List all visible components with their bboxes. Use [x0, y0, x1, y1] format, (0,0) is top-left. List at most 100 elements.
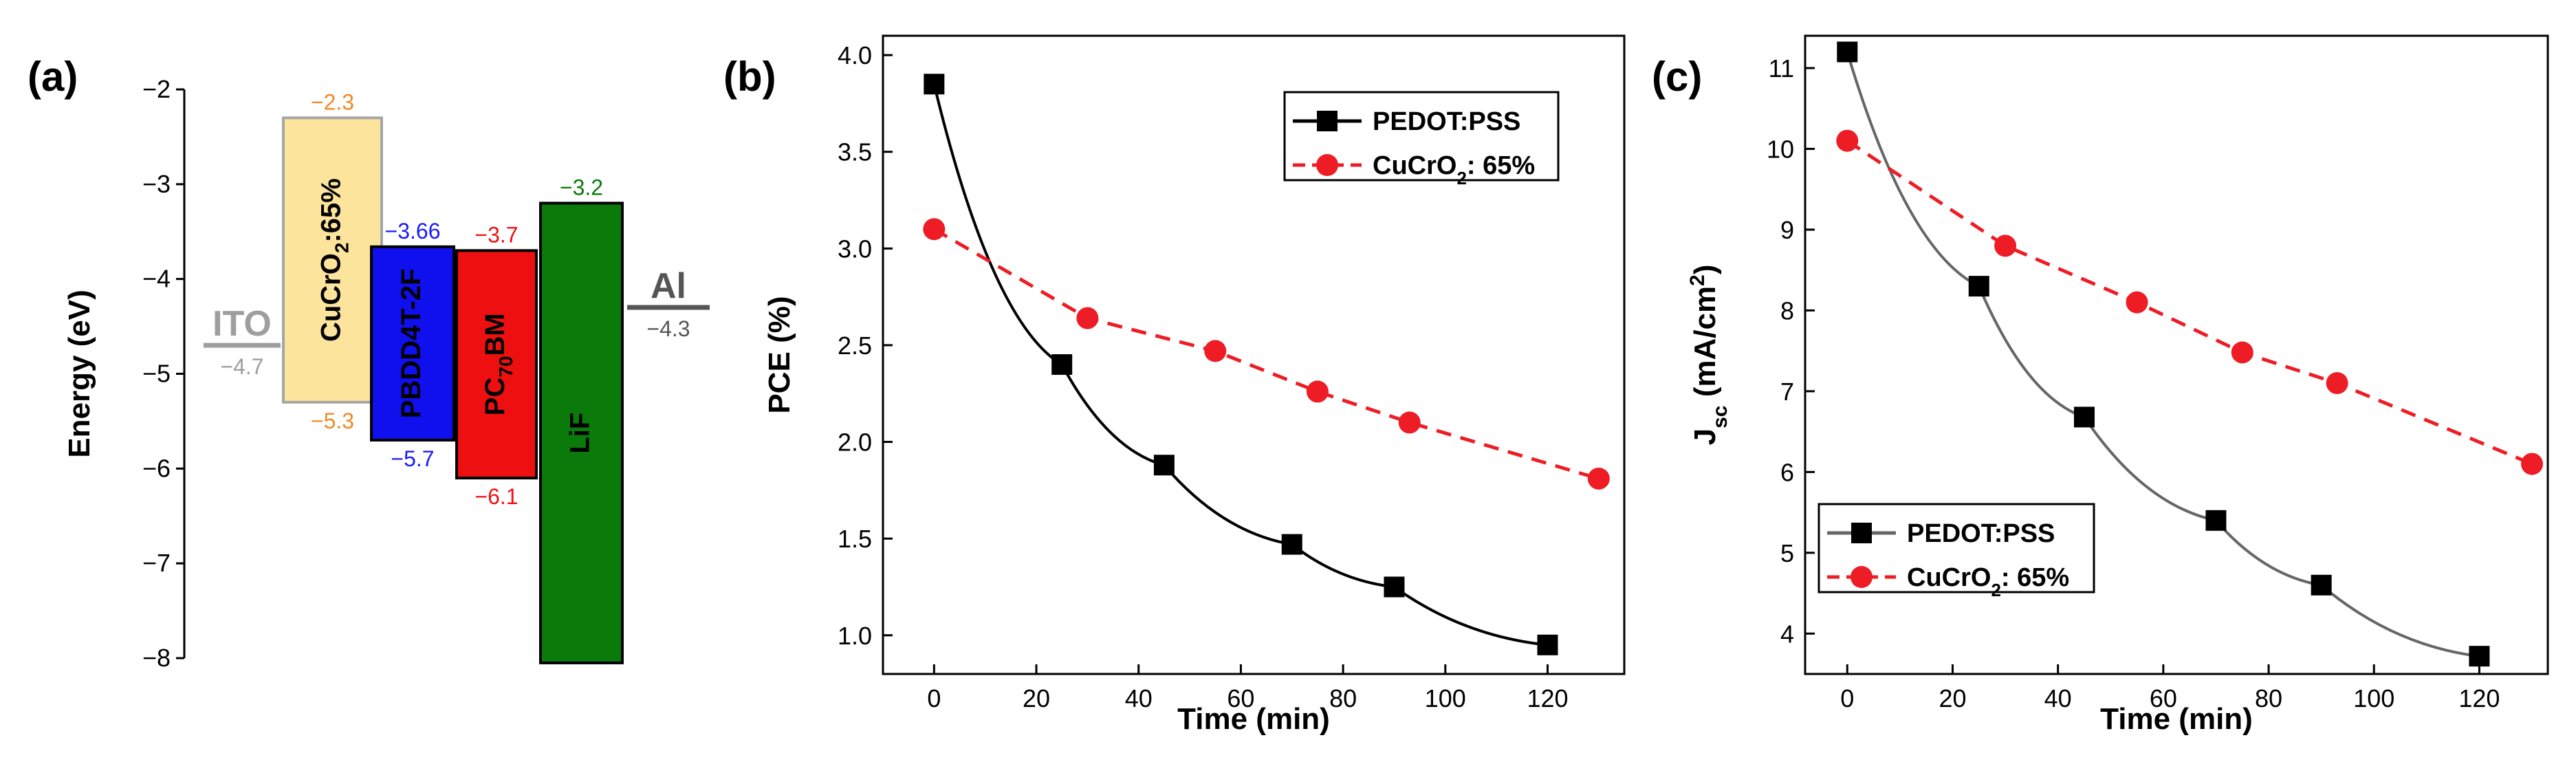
- y-tick-label: 3.5: [838, 138, 872, 166]
- data-point-square: [2073, 406, 2095, 428]
- y-tick-label: 5: [1780, 539, 1794, 567]
- data-point-circle: [1994, 235, 2017, 257]
- block-top-level: −2.3: [311, 89, 354, 114]
- block-rect: [455, 249, 538, 480]
- data-point-circle: [1587, 467, 1610, 490]
- y-tick-label: −5: [142, 360, 171, 388]
- block-cucro2-65-: CuCrO2:65% −2.3 −5.3: [282, 89, 383, 433]
- panel-label-b: (b): [723, 54, 776, 100]
- legend-marker-square: [1317, 111, 1338, 131]
- series-line: [932, 83, 1548, 646]
- panel-a-y-axis: −2 −3 −4 −5 −6 −7 −8: [142, 75, 186, 672]
- legend-label: PEDOT:PSS: [1373, 107, 1520, 136]
- data-point-square: [2205, 510, 2227, 531]
- legend-marker-square: [1851, 523, 1872, 543]
- block-bottom-level: −6.1: [474, 484, 518, 509]
- y-tick-label: 2.0: [838, 428, 872, 457]
- data-point-square: [1537, 634, 1558, 655]
- block-label: PBDD4T-2F: [396, 268, 426, 418]
- x-tick-label: 80: [1329, 684, 1357, 712]
- legend-entry: PEDOT:PSS: [1293, 107, 1520, 136]
- data-point-square: [1968, 276, 1989, 297]
- data-point-square: [1051, 354, 1073, 375]
- panel-b-pce-chart: (b) Time (min) PCE (%) 0 20 40 60 80 100 120 1.…: [723, 34, 1626, 736]
- electrode-ito: ITO −4.7: [204, 304, 281, 379]
- block-rect: [370, 245, 455, 442]
- data-point-circle: [1836, 129, 1859, 152]
- data-point-square: [2311, 574, 2332, 596]
- data-point-square: [1837, 41, 1858, 63]
- series-pedot-pss: [924, 74, 1558, 655]
- x-tick-label: 0: [927, 684, 941, 712]
- panel-c-jsc-chart: (c) Time (min) 0 20 40 60 80 100 120 4 5 6 7 8 9 10 11…: [1652, 34, 2549, 736]
- block-label-main: PC: [480, 378, 510, 416]
- legend-label: CuCrO2: 65%: [1907, 563, 2069, 600]
- data-point-circle: [1076, 307, 1099, 329]
- legend-label-sub: 2: [1456, 168, 1466, 188]
- legend-label-sub: 2: [1991, 580, 2000, 600]
- block-bottom-level: −5.7: [391, 446, 434, 471]
- legend-entry: PEDOT:PSS: [1827, 519, 2055, 548]
- data-point-square: [2469, 646, 2490, 667]
- electrode-level: −4.7: [220, 354, 263, 379]
- block-lif: LiF −3.2: [539, 175, 624, 664]
- block-pbdd4t-2f: PBDD4T-2F −3.66 −5.7: [370, 219, 455, 471]
- y-tick-label: 8: [1780, 296, 1794, 325]
- panel-b-plot-area: 0 20 40 60 80 100 120 1.0 1.5 2.0 2.5 3.0 3.5 4.0: [838, 34, 1626, 712]
- panel-label-c: (c): [1652, 54, 1702, 100]
- y-label-sup: 2: [1686, 274, 1709, 286]
- series-line: [933, 228, 1600, 481]
- data-point-circle: [1204, 340, 1227, 362]
- data-point-square: [1281, 534, 1302, 555]
- electrode-name: Al: [651, 266, 686, 306]
- y-tick-label: 7: [1780, 378, 1794, 406]
- panel-a-energy-diagram: (a) −2 −3 −4 −5 −6 −7 −8 Energy (eV) CuCrO2:65…: [28, 54, 710, 672]
- y-label-mid: (mA/cm: [1688, 286, 1722, 406]
- x-tick-label: 40: [2044, 684, 2072, 712]
- x-tick-label: 60: [1227, 684, 1254, 712]
- data-point-square: [1153, 455, 1175, 476]
- y-tick-label: −7: [142, 549, 171, 577]
- y-label-main: J: [1688, 428, 1722, 445]
- block-label: LiF: [565, 413, 595, 454]
- y-tick-label: 9: [1780, 216, 1794, 244]
- panel-label-a: (a): [28, 54, 78, 100]
- y-tick-label: −8: [142, 644, 171, 672]
- legend-label-main: CuCrO: [1907, 563, 1991, 592]
- series-line: [1846, 139, 2533, 466]
- y-tick-label: −2: [142, 75, 171, 103]
- block-rect: [282, 116, 383, 404]
- y-tick-label: 3.0: [838, 235, 872, 263]
- y-tick-label: 1.5: [838, 525, 872, 553]
- electrode-name: ITO: [212, 304, 272, 344]
- block-top-level: −3.2: [560, 175, 603, 199]
- panel-b-y-axis-label: PCE (%): [763, 296, 796, 413]
- block-label-sub: 70: [495, 356, 516, 377]
- legend-label-tail: : 65%: [2001, 563, 2069, 592]
- block-rect: [539, 202, 624, 664]
- x-tick-label: 40: [1125, 684, 1153, 712]
- y-tick-label: −4: [142, 265, 171, 293]
- legend-label: PEDOT:PSS: [1907, 519, 2055, 548]
- block-label-tail: BM: [480, 313, 510, 356]
- x-tick-label: 120: [2458, 684, 2500, 712]
- block-label: PC70BM: [480, 313, 516, 415]
- legend-marker-circle: [1851, 566, 1873, 588]
- x-tick-label: 60: [2150, 684, 2177, 712]
- legend-label-tail: : 65%: [1467, 151, 1535, 180]
- panel-c-x-axis-label: Time (min): [2100, 702, 2253, 736]
- series-cucro2: [923, 218, 1610, 490]
- y-tick-label: −3: [142, 170, 171, 198]
- y-tick-label: 10: [1767, 135, 1794, 163]
- data-point-circle: [1306, 380, 1329, 403]
- block-label-sub: 2: [331, 243, 352, 254]
- panel-a-electrodes: ITO −4.7 Al −4.3: [204, 266, 710, 379]
- y-tick-label: 6: [1780, 458, 1794, 486]
- y-label-sub: sc: [1709, 406, 1732, 428]
- data-point-square: [924, 74, 945, 95]
- series-pedot-pss: [1837, 41, 2490, 667]
- x-tick-label: 120: [1527, 684, 1568, 712]
- x-tick-label: 80: [2255, 684, 2282, 712]
- y-tick-label: 4: [1780, 620, 1794, 648]
